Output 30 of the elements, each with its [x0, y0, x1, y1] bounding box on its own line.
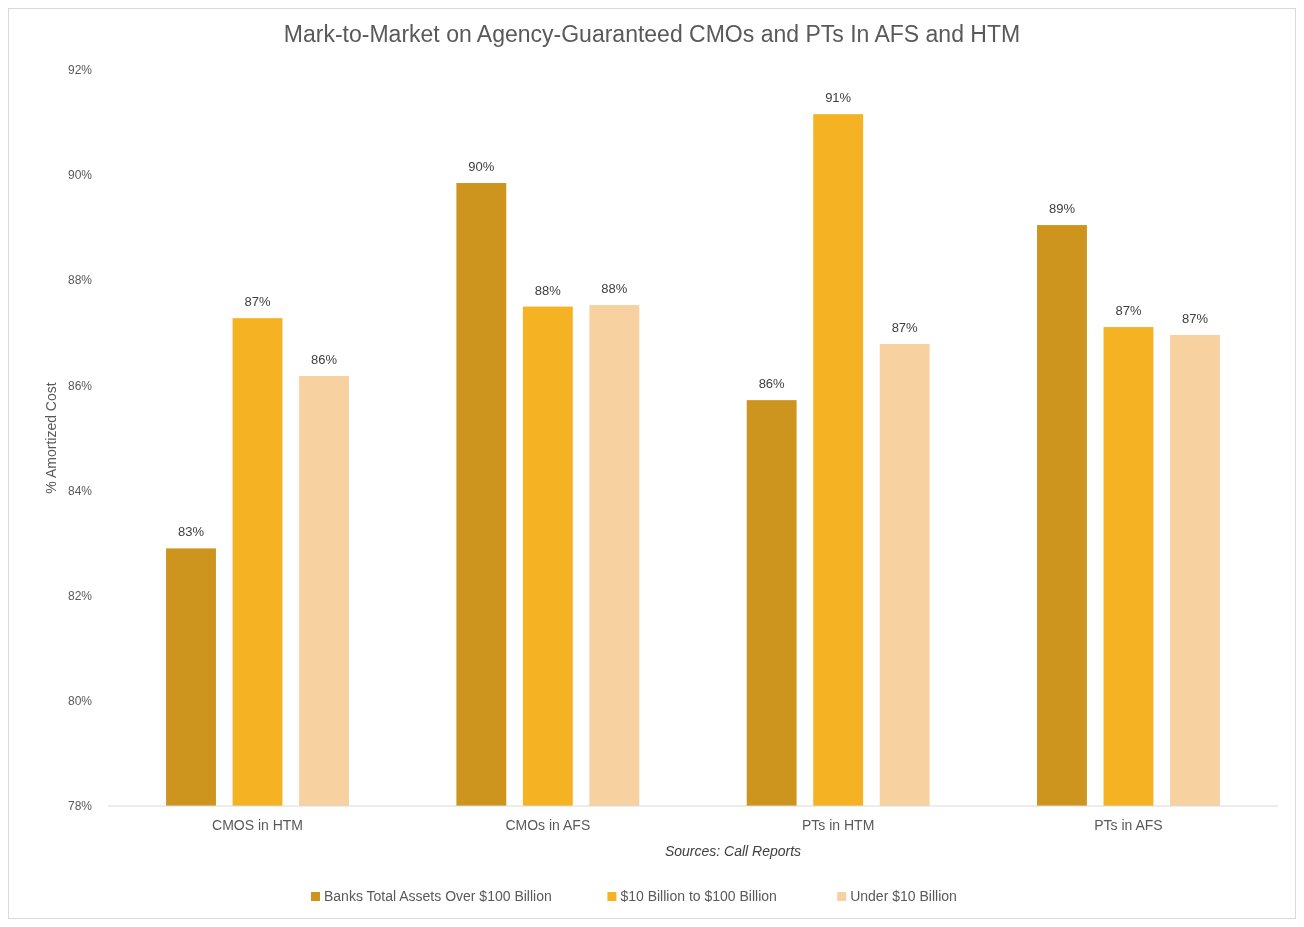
- data-label: 87%: [1181, 310, 1209, 326]
- chart-title: Mark-to-Market on Agency-Guaranteed CMOs and PTs In AFS and HTM: [283, 21, 1021, 47]
- data-label: 87%: [244, 294, 271, 310]
- data-label: 87%: [891, 319, 919, 335]
- y-tick-label: 90%: [67, 168, 93, 183]
- x-tick-label: PTs in AFS: [1094, 817, 1163, 833]
- y-tick-label: 80%: [67, 694, 93, 709]
- legend-label: Under $10 Billion: [850, 888, 957, 904]
- data-label: 90%: [468, 159, 495, 175]
- data-label: 83%: [177, 524, 205, 540]
- y-tick-label: 82%: [67, 588, 93, 603]
- legend-label: $10 Billion to $100 Billion: [620, 888, 777, 904]
- y-axis-title: % Amortized Cost: [43, 382, 59, 494]
- y-tick-label: 86%: [67, 378, 93, 393]
- source-note: Sources: Call Reports: [664, 843, 802, 859]
- x-tick-label: CMOS in HTM: [212, 817, 304, 833]
- data-label: 89%: [1048, 201, 1076, 217]
- data-label: 87%: [1115, 303, 1142, 319]
- data-label: 86%: [758, 376, 786, 392]
- y-tick-label: 92%: [67, 63, 93, 78]
- x-tick-label: PTs in HTM: [801, 817, 875, 833]
- legend-label: Banks Total Assets Over $100 Billion: [324, 888, 552, 904]
- y-tick-label: 88%: [67, 273, 93, 288]
- data-label: 91%: [825, 90, 852, 106]
- y-tick-label: 84%: [67, 483, 93, 498]
- x-tick-label: CMOs in AFS: [505, 817, 591, 833]
- y-tick-label: 78%: [67, 799, 93, 814]
- data-label: 86%: [311, 351, 338, 367]
- data-label: 88%: [534, 282, 562, 298]
- data-label: 88%: [601, 280, 628, 296]
